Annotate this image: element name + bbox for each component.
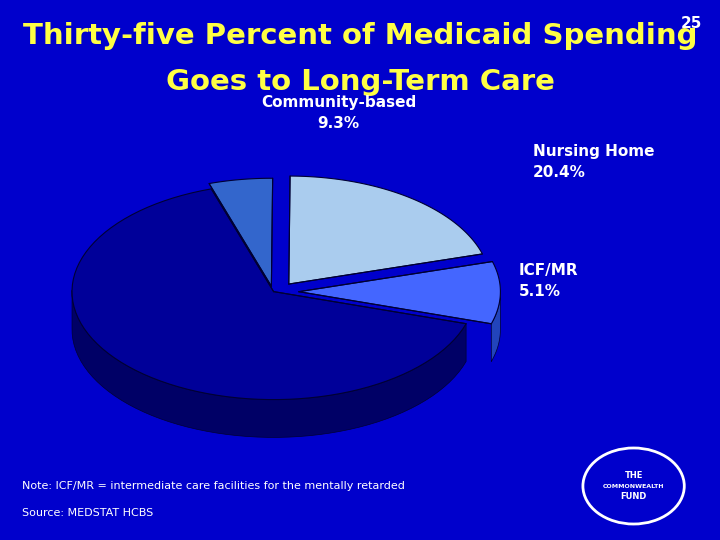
Polygon shape: [72, 189, 466, 400]
Text: Community-based
9.3%: Community-based 9.3%: [261, 96, 416, 131]
Text: COMMONWEALTH: COMMONWEALTH: [603, 483, 665, 489]
Text: Goes to Long-Term Care: Goes to Long-Term Care: [166, 68, 554, 96]
Polygon shape: [289, 176, 482, 284]
Polygon shape: [491, 290, 500, 362]
Text: Note: ICF/MR = intermediate care facilities for the mentally retarded: Note: ICF/MR = intermediate care facilit…: [22, 481, 405, 491]
Text: Source: MEDSTAT HCBS: Source: MEDSTAT HCBS: [22, 508, 153, 518]
Text: ICF/MR
5.1%: ICF/MR 5.1%: [518, 263, 578, 299]
Text: 25: 25: [680, 16, 702, 31]
Text: THE: THE: [624, 471, 643, 480]
Text: FUND: FUND: [621, 492, 647, 501]
Text: Nursing Home
20.4%: Nursing Home 20.4%: [533, 144, 654, 180]
Text: Non-LTC
Medicaid
65.2%: Non-LTC Medicaid 65.2%: [94, 274, 170, 331]
Polygon shape: [299, 261, 500, 324]
Text: Thirty-five Percent of Medicaid Spending: Thirty-five Percent of Medicaid Spending: [23, 22, 697, 50]
Circle shape: [583, 448, 684, 524]
Polygon shape: [72, 291, 466, 437]
Polygon shape: [209, 178, 273, 286]
